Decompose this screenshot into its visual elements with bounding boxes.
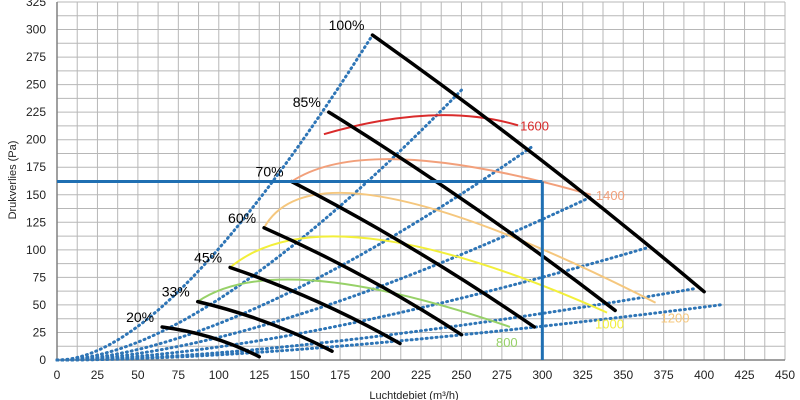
y-tick-label: 325 [26,0,46,9]
x-tick-label: 250 [451,368,471,382]
system-curve [55,246,649,362]
fan-curves [160,33,706,359]
x-tick-label: 350 [613,368,633,382]
x-tick-label: 225 [411,368,431,382]
system-curve [55,88,463,362]
x-tick-label: 325 [573,368,593,382]
x-tick-label: 75 [172,368,186,382]
rpm-labels: 1600 1400 1200 1000 800 [496,118,690,350]
y-tick-label: 125 [26,215,46,229]
y-tick-label: 225 [26,105,46,119]
fan-curve-60% [262,226,464,337]
fan-percent-label: 33% [162,284,190,300]
fan-percent-label: 85% [293,94,321,110]
rpm-label-1400: 1400 [596,188,625,203]
x-tick-label: 375 [654,368,674,382]
x-tick-label: 125 [249,368,269,382]
fan-percent-label: 100% [329,17,365,33]
x-tick-label: 0 [54,368,61,382]
system-curve [55,33,374,362]
x-tick-label: 150 [290,368,310,382]
y-tick-label: 50 [33,298,47,312]
rpm-curve-1200 [263,191,657,304]
fan-curve-20% [160,325,261,359]
x-tick-label: 275 [492,368,512,382]
y-tick-label: 250 [26,78,46,92]
fan-curve-70% [289,179,536,329]
x-tick-label: 200 [371,368,391,382]
rpm-label-1000: 1000 [595,317,624,332]
x-tick-label: 450 [775,368,795,382]
fan-percent-label: 60% [228,210,256,226]
fan-percent-labels: 100% 85% 70% 60% 45% 33% 20% [126,17,364,325]
rpm-label-800: 800 [496,335,518,350]
y-tick-label: 75 [33,270,47,284]
x-tick-label: 50 [131,368,145,382]
rpm-curve-1000 [229,235,608,314]
y-tick-label: 300 [26,23,46,37]
y-tick-label: 275 [26,50,46,64]
x-tick-label: 100 [209,368,229,382]
rpm-label-1200: 1200 [661,311,690,326]
x-tick-label: 400 [694,368,714,382]
fan-curve-45% [228,265,402,346]
rpm-curve-800 [197,278,511,328]
y-tick-label: 0 [39,353,46,367]
rpm-curves [197,114,657,328]
x-tick-label: 175 [330,368,350,382]
y-tick-labels: 0 25 50 75 100 125 150 175 200 225 250 275 300 325 [26,0,46,367]
x-tick-label: 425 [735,368,755,382]
fan-curve-33% [195,299,334,353]
fan-curve-100% [370,33,706,294]
y-tick-label: 100 [26,243,46,257]
y-tick-label: 150 [26,188,46,202]
system-curve [55,143,536,362]
y-axis-title: Drukverlies (Pa) [7,141,19,220]
x-axis-title: Luchtdebiet (m³/h) [369,390,458,400]
x-tick-label: 300 [532,368,552,382]
rpm-label-1600: 1600 [520,118,549,133]
fan-percent-label: 70% [256,164,284,180]
y-tick-label: 175 [26,160,46,174]
system-curve [55,303,722,362]
y-tick-label: 200 [26,133,46,147]
y-tick-label: 25 [33,325,47,339]
fan-percent-label: 20% [126,309,154,325]
fan-percent-label: 45% [194,249,222,265]
x-tick-label: 25 [91,368,105,382]
fan-curve-85% [327,110,617,313]
x-tick-labels: 0 25 50 75 100 125 150 175 200 225 250 275 300 325 350… [54,368,796,382]
operating-point-lines [57,180,544,360]
